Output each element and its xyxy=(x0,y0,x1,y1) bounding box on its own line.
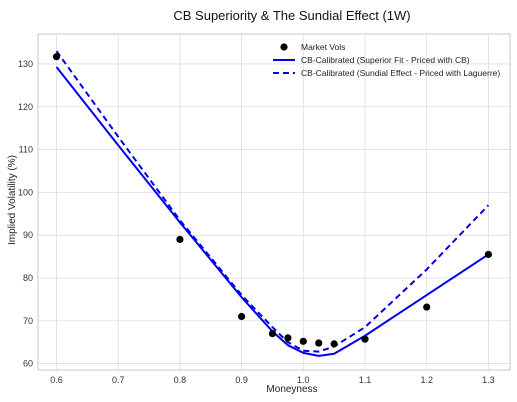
market-vol-point xyxy=(484,250,493,259)
x-tick-label: 0.7 xyxy=(112,375,125,385)
grid xyxy=(38,34,510,370)
market-vol-point xyxy=(361,335,369,343)
market-vol-point xyxy=(423,303,431,311)
series-line-2 xyxy=(55,50,490,353)
legend-marker-0 xyxy=(280,43,288,51)
market-vol-point xyxy=(299,337,307,345)
legend-label-2: CB-Calibrated (Sundial Effect - Priced w… xyxy=(301,68,500,78)
x-tick-label: 1.3 xyxy=(482,375,495,385)
market-vol-point xyxy=(238,312,246,321)
y-tick-label: 90 xyxy=(23,230,33,240)
market-vol-point xyxy=(315,339,323,347)
legend-label-0: Market Vols xyxy=(301,42,345,52)
y-tick-label: 100 xyxy=(18,187,33,197)
y-tick-label: 70 xyxy=(23,316,33,326)
chart-title: CB Superiority & The Sundial Effect (1W) xyxy=(173,8,410,23)
x-tick-label: 0.9 xyxy=(235,375,248,385)
y-tick-label: 120 xyxy=(18,102,33,112)
x-axis-label: Moneyness xyxy=(266,384,317,395)
y-axis-label: Implied Volatility (%) xyxy=(7,155,18,245)
market-vol-point xyxy=(284,334,292,342)
market-vol-point xyxy=(176,235,184,244)
market-vol-point xyxy=(52,53,61,61)
market-vol-point xyxy=(330,340,338,348)
axis-ticks: 0.6 0.7 0.8 0.9 1.0 1.1 1.2 1.3 60 70 80 90 100 110 12… xyxy=(18,59,495,385)
legend: Market Vols CB-Calibrated (Superior Fit -… xyxy=(273,42,500,78)
series-group xyxy=(52,50,493,357)
y-tick-label: 110 xyxy=(19,145,33,155)
x-tick-label: 0.6 xyxy=(50,375,63,385)
y-tick-label: 130 xyxy=(18,59,33,69)
x-tick-label: 1.2 xyxy=(420,375,433,385)
x-tick-label: 0.8 xyxy=(174,375,187,385)
y-tick-label: 80 xyxy=(23,273,33,283)
market-vol-point xyxy=(268,330,277,338)
y-tick-label: 60 xyxy=(23,359,33,369)
x-tick-label: 1.0 xyxy=(297,375,310,385)
x-tick-label: 1.1 xyxy=(359,375,372,385)
legend-label-1: CB-Calibrated (Superior Fit - Priced wit… xyxy=(301,55,470,65)
series-line-1 xyxy=(55,66,489,357)
plot-frame xyxy=(37,33,511,371)
